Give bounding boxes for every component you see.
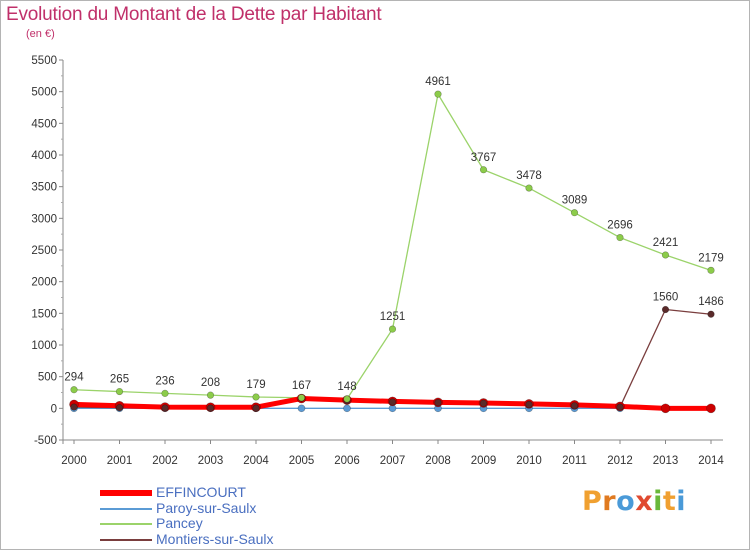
pancey-point (297, 394, 306, 402)
pancey-value-label: 148 (337, 381, 356, 393)
chart-subtitle: (en €) (26, 28, 55, 40)
pancey-value-label: 294 (64, 372, 84, 384)
x-tick-label: 2013 (653, 455, 679, 467)
pancey-value-label: 179 (246, 379, 265, 391)
legend-label: Montiers-sur-Saulx (156, 530, 274, 547)
pancey-point (707, 266, 715, 274)
y-tick-label: 3000 (31, 213, 57, 225)
montiers-value-label: 1486 (698, 296, 724, 308)
pancey-point (252, 393, 260, 401)
pancey-point (70, 386, 78, 394)
x-tick-label: 2003 (198, 455, 224, 467)
y-tick-label: 5500 (31, 55, 57, 67)
y-tick-label: 4500 (31, 118, 57, 130)
y-tick-label: 2500 (31, 245, 57, 257)
logo-letter: i (653, 486, 663, 517)
legend-swatch (100, 523, 152, 525)
pancey-value-label: 4961 (425, 76, 451, 88)
logo-letter: x (635, 486, 654, 517)
pancey-point (343, 395, 351, 403)
pancey-value-label: 208 (201, 377, 220, 389)
logo-letter: t (662, 486, 677, 517)
montiers-point (661, 305, 670, 314)
pancey-value-label: 3478 (516, 170, 542, 182)
legend-swatch (100, 507, 152, 510)
montiers-point (70, 403, 78, 411)
pancey-point (479, 166, 488, 174)
pancey-value-label: 1251 (380, 311, 406, 323)
montiers-value-label: 1560 (653, 292, 679, 304)
pancey-point (434, 90, 442, 98)
pancey-point (525, 184, 533, 192)
y-tick-label: 2000 (31, 277, 57, 289)
pancey-point (206, 391, 215, 399)
y-tick-label: 4000 (31, 150, 57, 162)
effincourt-point (660, 403, 671, 414)
pancey-point (161, 389, 169, 397)
montiers-point (479, 399, 488, 407)
pancey-value-label: 2421 (653, 237, 679, 249)
x-tick-label: 2008 (425, 455, 451, 467)
montiers-point (388, 398, 397, 406)
montiers-point (252, 404, 260, 412)
paroy-point (297, 404, 306, 413)
pancey-point (661, 251, 670, 259)
x-tick-label: 2005 (289, 455, 315, 467)
legend-label: Paroy-sur-Saulx (156, 499, 257, 516)
x-tick-label: 2002 (152, 455, 178, 467)
montiers-point (206, 404, 215, 412)
logo-letter: P (582, 486, 603, 517)
x-tick-label: 2004 (243, 455, 269, 467)
pancey-value-label: 3089 (562, 195, 588, 207)
pancey-value-label: 236 (155, 375, 174, 387)
x-tick-label: 2014 (698, 455, 724, 467)
legend-swatch (100, 490, 152, 496)
montiers-point (616, 403, 624, 411)
x-tick-label: 2010 (516, 455, 542, 467)
y-tick-label: 500 (38, 372, 57, 384)
x-tick-label: 2000 (61, 455, 87, 467)
chart-title: Evolution du Montant de la Dette par Hab… (6, 4, 382, 25)
paroy-point (343, 404, 351, 413)
montiers-point (161, 404, 169, 412)
logo-letter: r (602, 486, 617, 517)
y-tick-label: 0 (51, 403, 57, 415)
pancey-point (570, 209, 579, 217)
logo-letter: i (676, 486, 687, 517)
pancey-value-label: 3767 (471, 152, 497, 164)
montiers-point (115, 404, 124, 412)
y-tick-label: 3500 (31, 182, 57, 194)
x-tick-label: 2011 (562, 455, 587, 467)
montiers-point (525, 400, 533, 409)
pancey-point (616, 233, 624, 242)
pancey-value-label: 265 (110, 374, 129, 386)
x-tick-label: 2007 (380, 455, 406, 467)
pancey-point (115, 387, 124, 396)
y-tick-label: -500 (34, 435, 57, 447)
pancey-line (73, 93, 712, 400)
x-tick-label: 2012 (607, 455, 633, 467)
pancey-point (388, 325, 397, 333)
y-tick-label: 5000 (31, 87, 57, 99)
pancey-value-label: 2179 (698, 252, 724, 264)
x-tick-label: 2001 (107, 455, 133, 467)
legend-label: EFFINCOURT (156, 484, 246, 500)
pancey-value-label: 2696 (607, 220, 633, 232)
montiers-point (707, 310, 715, 318)
legend-label: Pancey (156, 515, 203, 531)
logo-letter: o (616, 486, 636, 517)
montiers-point (434, 399, 442, 407)
montiers-point (570, 402, 579, 410)
pancey-value-label: 167 (292, 380, 311, 392)
y-tick-label: 1500 (31, 308, 57, 320)
y-tick-label: 1000 (31, 340, 57, 352)
proxiti-logo: Proxiti (582, 486, 686, 517)
x-tick-label: 2009 (471, 455, 497, 467)
effincourt-point (706, 403, 716, 414)
x-tick-label: 2006 (334, 455, 360, 467)
legend-swatch (100, 538, 152, 541)
